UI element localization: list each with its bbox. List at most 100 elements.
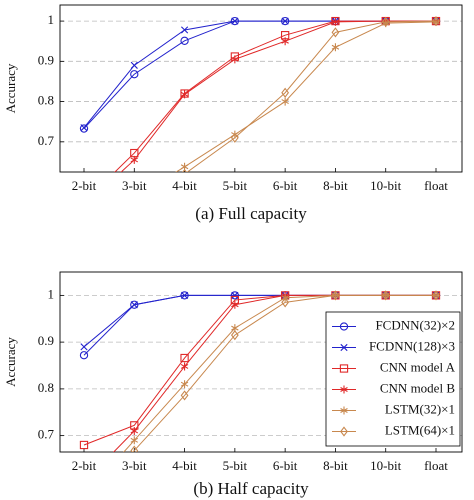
marker (130, 61, 138, 69)
marker (331, 43, 340, 52)
marker (180, 90, 189, 99)
marker (79, 440, 89, 450)
marker (281, 87, 290, 98)
x-tick-label: 2-bit (72, 178, 97, 193)
series-line (175, 21, 437, 172)
marker (231, 55, 239, 64)
y-tick-label: 0.9 (38, 333, 54, 348)
marker (331, 17, 340, 26)
marker (281, 297, 290, 308)
legend-label: FCDNN(32)×2 (375, 317, 455, 332)
series-line (83, 20, 436, 129)
y-tick-label: 0.8 (38, 380, 54, 395)
marker (381, 290, 390, 301)
y-axis-label: Accuracy (3, 63, 18, 113)
marker (231, 17, 239, 25)
marker (180, 380, 189, 389)
series-line (120, 20, 436, 172)
y-tick-label: 0.9 (38, 52, 54, 67)
marker (432, 15, 440, 27)
legend-label: FCDNN(128)×3 (369, 338, 455, 353)
marker (340, 426, 348, 437)
y-tick-label: 1 (48, 286, 55, 301)
marker (340, 343, 348, 352)
marker (331, 290, 340, 301)
marker (131, 194, 138, 202)
plot-frame (59, 271, 463, 453)
series-line (132, 294, 436, 452)
caption: (a) Full capacity (195, 204, 307, 223)
marker (79, 124, 89, 133)
marker (130, 426, 139, 435)
x-tick-label: float (424, 178, 448, 193)
x-tick-label: 10-bit (370, 458, 401, 473)
x-tick-label: 3-bit (122, 458, 147, 473)
marker (81, 478, 88, 486)
legend-box (325, 311, 461, 447)
y-axis-label: Accuracy (3, 337, 18, 387)
marker (281, 17, 289, 25)
plot-frame (59, 4, 463, 173)
marker (180, 291, 189, 299)
x-tick-label: float (424, 458, 448, 473)
series-line (83, 20, 436, 129)
marker (131, 202, 137, 210)
marker (180, 362, 189, 371)
x-tick-label: 6-bit (273, 178, 298, 193)
marker (80, 343, 88, 351)
marker (130, 155, 139, 164)
marker (180, 26, 189, 34)
legend-label: LSTM(32)×1 (385, 401, 455, 416)
marker (130, 445, 139, 452)
plot-area (79, 15, 441, 234)
marker (80, 124, 88, 132)
x-tick-label: 4-bit (172, 178, 197, 193)
legend: FCDNN(32)×2 FCDNN(128)×3 CNN model A CNN mo… (325, 311, 461, 447)
marker (80, 199, 87, 206)
marker (130, 436, 139, 445)
y-tick-label: 0.7 (38, 427, 55, 442)
marker (340, 385, 348, 394)
x-tick-label: 3-bit (122, 178, 147, 193)
x-tick-label: 6-bit (273, 458, 298, 473)
marker (81, 226, 87, 234)
marker (230, 330, 239, 341)
marker (340, 406, 348, 415)
marker (339, 322, 349, 331)
x-tick-label: 2-bit (72, 458, 97, 473)
x-tick-label: 8-bit (323, 458, 348, 473)
x-tick-label: 5-bit (223, 458, 248, 473)
marker (81, 202, 88, 210)
y-tick-label: 1 (48, 12, 55, 27)
marker (281, 97, 289, 106)
plot-area (79, 290, 441, 500)
marker (339, 364, 349, 373)
marker (381, 16, 390, 28)
marker (231, 291, 239, 299)
marker (180, 390, 189, 401)
marker (281, 37, 289, 46)
y-tick-label: 0.8 (38, 93, 54, 108)
marker (130, 301, 138, 309)
marker (230, 132, 239, 143)
series-line (114, 20, 436, 172)
x-tick-label: 8-bit (323, 178, 348, 193)
marker (231, 300, 239, 309)
x-tick-label: 10-bit (370, 178, 401, 193)
legend-label: CNN model B (380, 380, 455, 395)
legend-label: CNN model A (380, 359, 456, 374)
marker (130, 70, 139, 79)
marker (79, 351, 89, 360)
x-tick-label: 4-bit (172, 458, 197, 473)
marker (432, 290, 440, 301)
marker (81, 492, 88, 500)
caption: (b) Half capacity (193, 479, 309, 498)
marker (180, 353, 189, 363)
legend-label: LSTM(64)×1 (385, 422, 455, 437)
marker (81, 218, 88, 226)
x-tick-label: 5-bit (223, 178, 248, 193)
marker (130, 300, 139, 309)
marker (180, 36, 189, 45)
marker (331, 27, 340, 38)
